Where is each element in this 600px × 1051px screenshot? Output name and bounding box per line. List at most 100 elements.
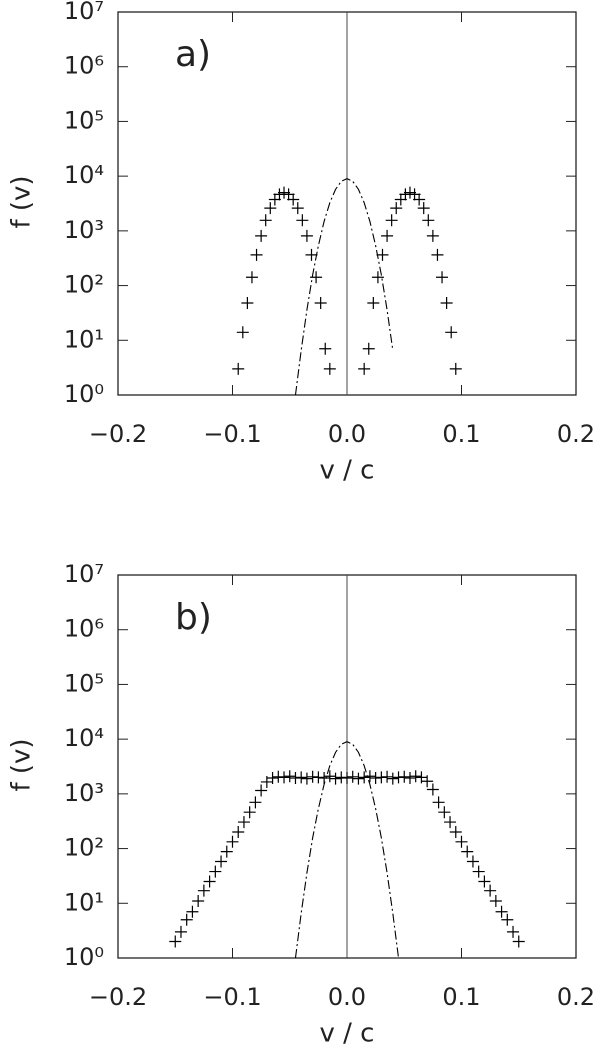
data-point: [296, 214, 309, 227]
data-point: [314, 297, 327, 310]
data-point: [403, 771, 416, 784]
data-point: [278, 771, 291, 784]
data-point: [444, 816, 457, 829]
x-tick-label: −0.2: [89, 420, 147, 448]
x-tick-label: −0.1: [203, 983, 261, 1011]
data-point: [489, 895, 502, 908]
data-point: [376, 248, 389, 261]
y-tick-label: 10²: [64, 834, 104, 862]
data-point: [318, 771, 331, 784]
data-point: [255, 784, 268, 797]
data-point: [249, 796, 262, 809]
x-tick-label: −0.1: [203, 420, 261, 448]
data-point: [352, 772, 365, 785]
y-tick-label: 10⁷: [64, 560, 104, 588]
data-point: [232, 362, 245, 375]
data-point: [421, 775, 434, 788]
data-point: [461, 845, 474, 858]
data-point: [295, 771, 308, 784]
data-point: [455, 835, 468, 848]
data-point: [341, 771, 353, 784]
data-point: [438, 806, 451, 819]
data-point: [220, 845, 233, 858]
data-point: [495, 905, 508, 918]
data-point: [287, 193, 300, 206]
data-point: [289, 771, 302, 784]
y-tick-label: 10⁶: [64, 52, 104, 80]
data-point: [232, 825, 245, 838]
data-point: [386, 772, 399, 785]
data-point: [291, 202, 304, 215]
model-curve: [294, 741, 400, 959]
data-point: [300, 772, 313, 785]
data-point: [329, 772, 342, 785]
data-point: [436, 271, 449, 284]
data-point: [422, 214, 435, 227]
x-axis-label: v / c: [320, 1019, 375, 1049]
data-point: [266, 771, 279, 784]
panel: 10⁰ 10¹ 10² 10³ 10⁴ 10⁵ 10⁶ 10⁷ −0.2 −0.1 0.0 0.1 0.…: [7, 0, 596, 486]
data-point: [192, 895, 205, 908]
data-point: [362, 342, 375, 355]
y-axis-label: f (v): [7, 175, 37, 228]
data-point: [398, 770, 411, 783]
x-tick-label: 0.2: [557, 420, 595, 448]
data-point: [358, 362, 371, 375]
panel-label: b): [175, 597, 212, 638]
x-tick-label: 0.0: [328, 983, 366, 1011]
model-curve: [294, 178, 394, 396]
data-point: [335, 771, 348, 784]
data-point: [472, 865, 485, 878]
x-axis-label: v / c: [320, 456, 375, 486]
data-point: [445, 326, 458, 339]
data-point: [180, 913, 193, 926]
data-point: [264, 202, 277, 215]
data-point: [381, 229, 394, 242]
data-point: [431, 248, 444, 261]
data-point: [323, 770, 336, 783]
data-point: [174, 925, 187, 938]
panel: 10⁰ 10¹ 10² 10³ 10⁴ 10⁵ 10⁶ 10⁷ −0.2 −0.1 0.0 0.1 0.…: [7, 560, 596, 1049]
y-tick-label: 10⁵: [64, 669, 104, 697]
data-point: [312, 771, 325, 784]
data-point: [323, 362, 336, 375]
y-axis-label: f (v): [7, 738, 37, 791]
data-point: [449, 362, 462, 375]
x-tick-label: 0.2: [557, 983, 595, 1011]
data-point: [507, 925, 520, 938]
data-point: [358, 771, 371, 784]
data-point: [449, 825, 462, 838]
y-tick-label: 10⁰: [64, 943, 104, 971]
data-point: [186, 905, 199, 918]
data-point: [512, 935, 525, 948]
data-point: [501, 913, 514, 926]
data-point: [209, 865, 222, 878]
data-point: [478, 875, 491, 888]
y-tick-label: 10³: [64, 779, 104, 807]
data-point: [369, 771, 382, 784]
data-point: [245, 271, 258, 284]
y-tick-label: 10⁷: [64, 0, 104, 25]
data-point: [203, 875, 216, 888]
data-point: [381, 770, 394, 783]
data-point: [371, 271, 384, 284]
data-point: [169, 935, 182, 948]
y-tick-label: 10⁴: [64, 724, 104, 752]
data-point: [409, 770, 422, 783]
data-point: [385, 214, 398, 227]
y-tick-label: 10³: [64, 216, 104, 244]
data-point: [440, 297, 453, 310]
data-point: [215, 855, 228, 868]
data-point: [300, 229, 313, 242]
y-tick-label: 10⁰: [64, 380, 104, 408]
data-point: [319, 342, 332, 355]
y-tick-label: 10⁴: [64, 161, 104, 189]
data-point: [390, 202, 403, 215]
data-point: [363, 770, 376, 783]
data-point: [417, 202, 430, 215]
y-tick-label: 10⁵: [64, 106, 104, 134]
data-point: [250, 248, 263, 261]
y-tick-label: 10¹: [64, 325, 104, 353]
data-point: [236, 326, 249, 339]
